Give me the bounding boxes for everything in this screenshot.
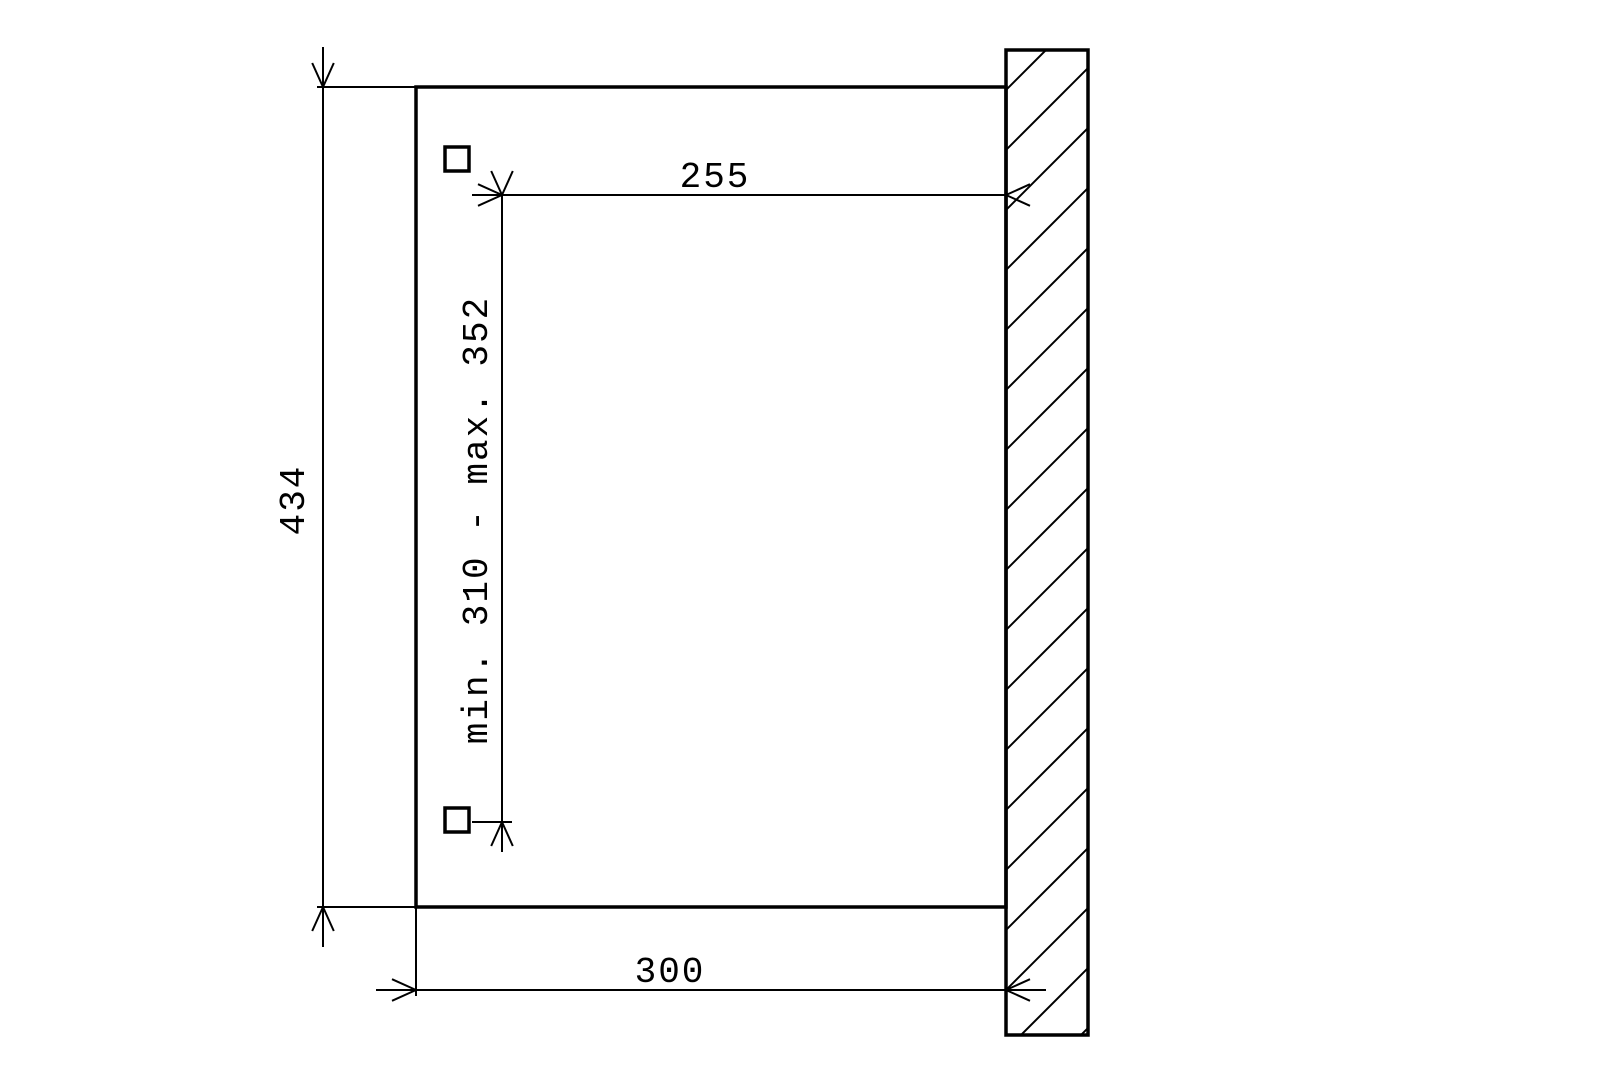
technical-drawing: 434 300 255 min. 310 - max. 352 [0,0,1600,1066]
dim-height-434: 434 [274,465,315,536]
dim-offset-255: 255 [680,157,751,198]
plate-outline [416,87,1006,907]
dim-span-310-352: min. 310 - max. 352 [457,296,498,744]
dim-width-300: 300 [635,952,706,993]
